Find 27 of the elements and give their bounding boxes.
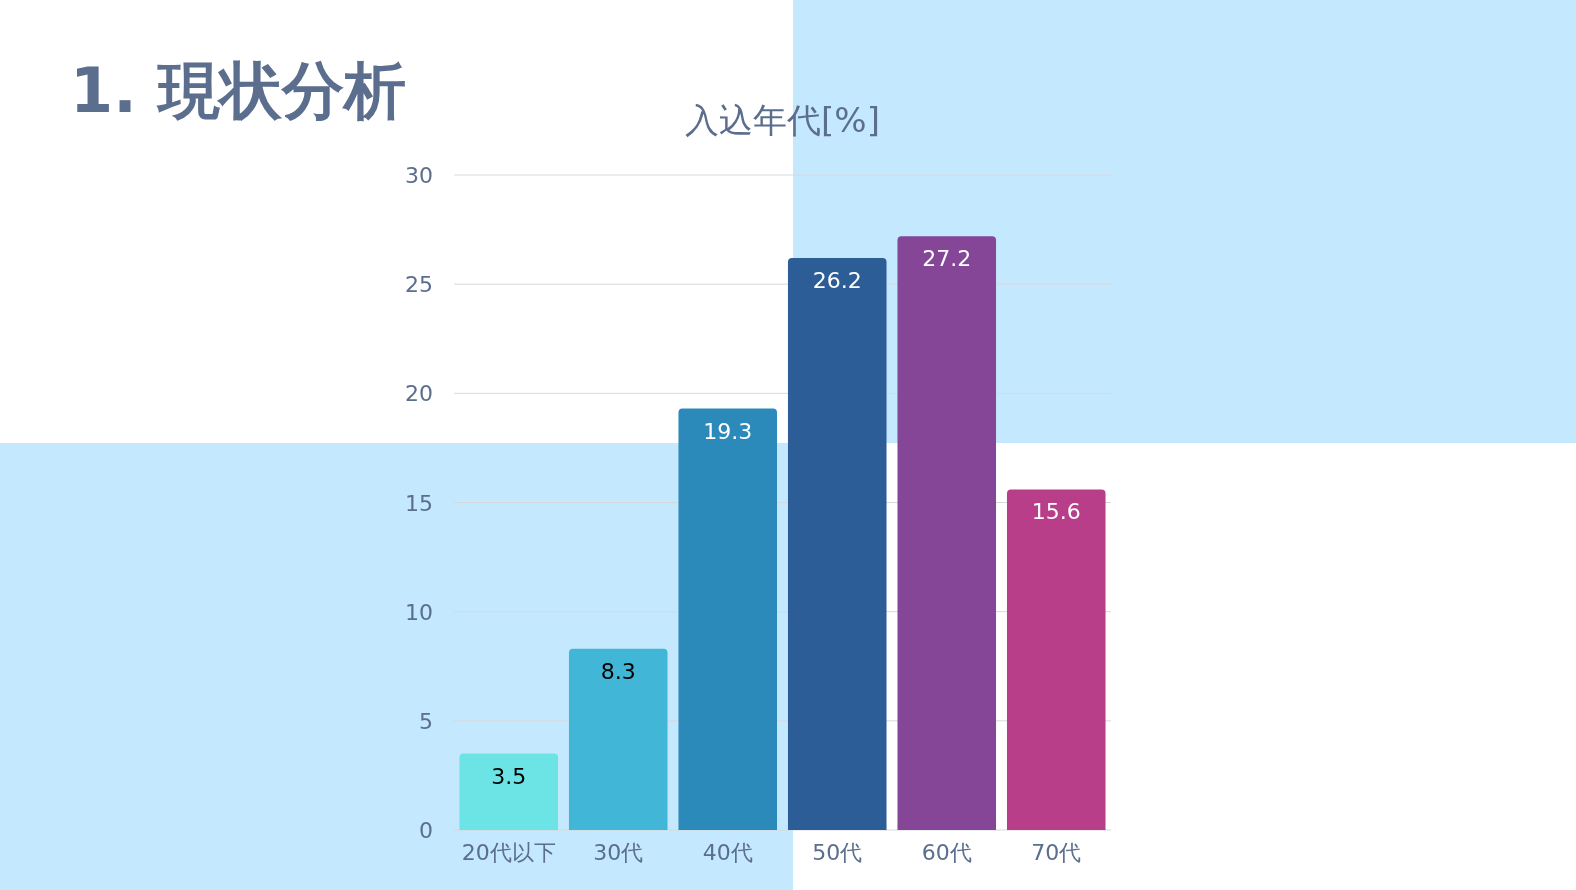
y-tick-label: 25 <box>405 272 433 298</box>
y-tick-label: 30 <box>405 163 433 188</box>
x-tick-label: 70代 <box>1031 840 1082 865</box>
x-tick-label: 60代 <box>921 840 972 865</box>
bar <box>787 257 887 830</box>
x-tick-label: 50代 <box>812 840 863 865</box>
data-label: 27.2 <box>922 246 972 272</box>
data-label: 15.6 <box>1031 499 1081 525</box>
y-tick-label: 15 <box>405 490 433 516</box>
bar <box>568 648 668 830</box>
data-label: 26.2 <box>812 267 862 293</box>
bar <box>897 236 997 830</box>
chart-title: 1. 現状分析 <box>70 54 407 127</box>
x-tick-label: 20代以下 <box>461 840 556 865</box>
data-label: 3.5 <box>491 763 527 789</box>
y-tick-label: 0 <box>419 818 433 843</box>
data-label: 8.3 <box>600 658 636 684</box>
y-tick-label: 5 <box>419 708 433 734</box>
data-label: 19.3 <box>703 418 753 444</box>
x-tick-label: 40代 <box>702 840 753 865</box>
bar <box>459 753 559 830</box>
y-tick-label: 10 <box>405 599 433 625</box>
x-tick-label: 30代 <box>593 840 644 865</box>
bar <box>678 408 778 830</box>
chart-subtitle: 入込年代[%] <box>685 100 880 140</box>
bar <box>1006 489 1106 830</box>
y-tick-label: 20 <box>405 381 433 407</box>
